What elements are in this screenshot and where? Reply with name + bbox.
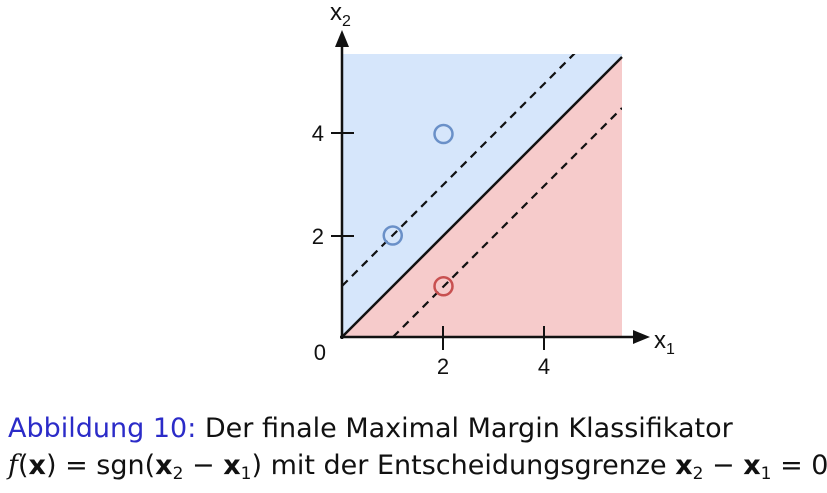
- caption-eq-sgn: ) = sgn(: [45, 450, 156, 481]
- y-axis-label: x2: [330, 0, 351, 30]
- caption-line-1: Abbildung 10: Der finale Maximal Margin …: [8, 410, 823, 447]
- point-negative-2: [433, 276, 454, 297]
- y-axis-arrow-icon: [335, 30, 349, 47]
- max-margin-diagram: 2 4 2 4 0 x1 x2: [312, 0, 675, 379]
- x-axis-arrow-icon: [633, 330, 650, 344]
- lower-margin-line: [392, 107, 622, 338]
- y-tick-label-2: 2: [312, 224, 324, 249]
- decision-boundary-line: [341, 56, 623, 338]
- y-axis-label-sub: 2: [342, 13, 351, 30]
- caption-end: = 0.: [780, 450, 827, 481]
- caption-x1b: x: [743, 450, 761, 481]
- caption-minus: −: [183, 450, 224, 481]
- caption-mid-text: ) mit der Entscheidungsgrenze: [251, 450, 676, 481]
- x-tick-label-2: 2: [437, 354, 449, 379]
- caption-line-2: f(x) = sgn(x2 − x1) mit der Entscheidung…: [8, 447, 827, 493]
- caption-x-vector: x: [28, 450, 46, 481]
- caption-f: f: [8, 450, 18, 481]
- caption-x2b: x: [675, 450, 693, 481]
- caption-x2: x: [155, 450, 173, 481]
- caption-minus-b: −: [703, 450, 744, 481]
- caption-label: Abbildung 10:: [8, 413, 197, 444]
- data-points: [382, 123, 454, 297]
- point-positive-0: [382, 225, 403, 246]
- caption-line1-text: Der finale Maximal Margin Klassifikator: [204, 413, 733, 444]
- caption-x1: x: [223, 450, 241, 481]
- x-axis-label: x1: [654, 327, 675, 358]
- figure-caption: Abbildung 10: Der finale Maximal Margin …: [8, 410, 827, 493]
- x-axis-label-sub: 1: [666, 341, 675, 358]
- caption-sub2b: 2: [692, 464, 704, 484]
- x-tick-label-4: 4: [538, 354, 550, 379]
- origin-label: 0: [314, 340, 326, 365]
- x-axis-label-main: x: [654, 327, 666, 354]
- caption-sub1: 1: [240, 464, 252, 484]
- y-axis-label-main: x: [330, 0, 342, 26]
- caption-sub1b: 1: [760, 464, 772, 484]
- y-tick-label-4: 4: [312, 121, 324, 146]
- caption-sub2: 2: [172, 464, 184, 484]
- point-positive-1: [433, 123, 454, 145]
